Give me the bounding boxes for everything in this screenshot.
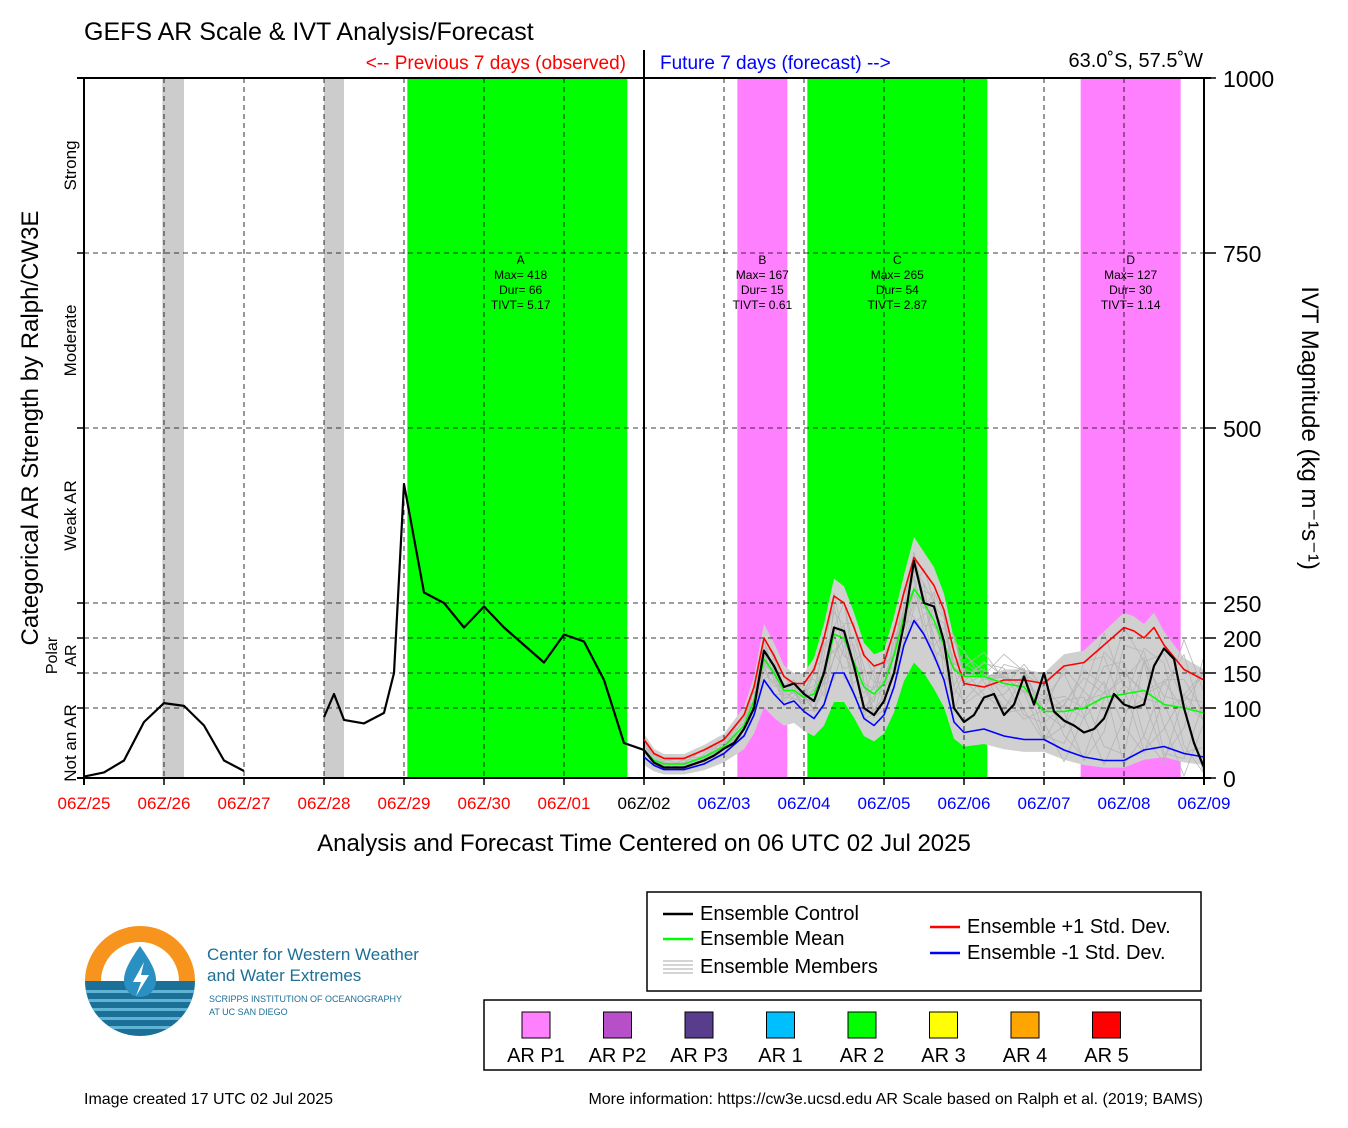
y-tick-label: 100 bbox=[1223, 696, 1261, 722]
category-swatch-5 bbox=[929, 1011, 958, 1039]
category-label-1: AR P2 bbox=[589, 1045, 647, 1067]
ensemble-member-6 bbox=[643, 578, 1204, 778]
logo-line-3: SCRIPPS INSTITUTION OF OCEANOGRAPHY bbox=[209, 994, 402, 1004]
event-a-line-0: A bbox=[517, 253, 525, 267]
category-label: Strong bbox=[61, 140, 80, 190]
x-tick-label: 06Z/05 bbox=[858, 794, 911, 813]
event-d-line-0: D bbox=[1126, 253, 1135, 267]
y-tick-label: 250 bbox=[1223, 591, 1261, 617]
event-c-line-3: TIVT= 2.87 bbox=[867, 298, 927, 312]
event-a-line-3: TIVT= 5.17 bbox=[491, 298, 551, 312]
legend-minus-std-label: Ensemble -1 Std. Dev. bbox=[967, 942, 1166, 964]
event-d-line-3: TIVT= 1.14 bbox=[1101, 298, 1161, 312]
category-label-7: AR 5 bbox=[1084, 1045, 1128, 1067]
category-label: Moderate bbox=[61, 305, 80, 377]
x-tick-label: 06Z/26 bbox=[138, 794, 191, 813]
category-legend: AR P1 AR P2 AR P3 AR 1 AR 2 AR 3 AR 4 AR 5 bbox=[483, 999, 1202, 1071]
future-period-label: Future 7 days (forecast) --> bbox=[660, 53, 891, 74]
category-label: Weak AR bbox=[61, 480, 80, 551]
y-tick-label: 500 bbox=[1223, 416, 1261, 442]
legend-members-label: Ensemble Members bbox=[700, 956, 878, 978]
x-tick-label: 06Z/06 bbox=[938, 794, 991, 813]
category-swatch-0 bbox=[521, 1011, 551, 1039]
series-ensemble-control-1 bbox=[322, 482, 1204, 769]
y-tick-label: 150 bbox=[1223, 661, 1261, 687]
x-tick-label: 06Z/02 bbox=[618, 794, 671, 813]
x-tick-label: 06Z/27 bbox=[218, 794, 271, 813]
x-tick-label: 06Z/03 bbox=[698, 794, 751, 813]
x-tick-label: 06Z/30 bbox=[458, 794, 511, 813]
x-tick-label: 06Z/29 bbox=[378, 794, 431, 813]
event-a-line-2: Dur= 66 bbox=[499, 283, 542, 297]
left-axis-title: Categorical AR Strength by Ralph/CW3E bbox=[17, 211, 44, 646]
cw3e-logo bbox=[84, 926, 196, 1037]
logo-line-1: Center for Western Weather bbox=[207, 945, 419, 964]
x-tick-label: 06Z/07 bbox=[1018, 794, 1071, 813]
footer-created: Image created 17 UTC 02 Jul 2025 bbox=[84, 1091, 333, 1108]
event-d-line-2: Dur= 30 bbox=[1109, 283, 1152, 297]
category-label-2: AR P3 bbox=[670, 1045, 728, 1067]
ensemble-spread bbox=[644, 537, 1204, 775]
category-swatch-3 bbox=[766, 1011, 795, 1039]
category-label-3: AR 1 bbox=[758, 1045, 802, 1067]
series-ensemble-1-std-dev--0 bbox=[643, 556, 1204, 760]
event-b-line-3: TIVT= 0.61 bbox=[732, 298, 792, 312]
y-tick-label: 750 bbox=[1223, 241, 1261, 267]
event-c-line-1: Max= 265 bbox=[871, 268, 924, 282]
logo-line-4: AT UC SAN DIEGO bbox=[209, 1007, 288, 1017]
legend-mean-label: Ensemble Mean bbox=[700, 928, 845, 950]
event-b-line-1: Max= 167 bbox=[736, 268, 789, 282]
series-ensemble-control-0 bbox=[84, 701, 245, 778]
legend-plus-std-label: Ensemble +1 Std. Dev. bbox=[967, 916, 1171, 938]
event-c-line-0: C bbox=[893, 253, 902, 267]
event-a-line-1: Max= 418 bbox=[494, 268, 547, 282]
legend-members-swatch bbox=[663, 960, 693, 974]
series-ensemble-mean-0 bbox=[643, 588, 1204, 765]
x-axis-title: Analysis and Forecast Time Centered on 0… bbox=[317, 830, 971, 857]
category-swatch-6 bbox=[1010, 1011, 1040, 1039]
category-swatch-4 bbox=[847, 1011, 877, 1039]
x-tick-label: 06Z/09 bbox=[1178, 794, 1231, 813]
event-c-line-2: Dur= 54 bbox=[876, 283, 919, 297]
category-label-4: AR 2 bbox=[840, 1045, 884, 1067]
category-swatch-2 bbox=[684, 1011, 714, 1039]
y-tick-label: 200 bbox=[1223, 626, 1261, 652]
location-label: 63.0˚S, 57.5˚W bbox=[1068, 50, 1203, 72]
past-period-label: <-- Previous 7 days (observed) bbox=[366, 53, 626, 74]
y-tick-label: 1000 bbox=[1223, 66, 1274, 92]
x-tick-label: 06Z/25 bbox=[58, 794, 111, 813]
x-tick-label: 06Z/28 bbox=[298, 794, 351, 813]
y-tick-label: 0 bbox=[1223, 766, 1236, 792]
logo-line-2: and Water Extremes bbox=[207, 966, 361, 985]
event-b-line-0: B bbox=[758, 253, 766, 267]
category-swatch-7 bbox=[1092, 1011, 1121, 1039]
series-ensemble-1-std-dev--0 bbox=[643, 619, 1204, 771]
event-b-line-2: Dur= 15 bbox=[741, 283, 784, 297]
category-label-6: AR 4 bbox=[1003, 1045, 1047, 1067]
footer-info: More information: https://cw3e.ucsd.edu … bbox=[588, 1091, 1203, 1108]
category-label: Not an AR bbox=[61, 704, 80, 782]
event-d-line-1: Max= 127 bbox=[1104, 268, 1157, 282]
category-swatch-1 bbox=[603, 1011, 632, 1039]
category-label-0: AR P1 bbox=[507, 1045, 565, 1067]
x-tick-label: 06Z/04 bbox=[778, 794, 831, 813]
category-label: AR bbox=[63, 644, 80, 666]
category-label-5: AR 3 bbox=[921, 1045, 965, 1067]
x-tick-label: 06Z/01 bbox=[538, 794, 591, 813]
legend-control-label: Ensemble Control bbox=[700, 903, 859, 925]
x-tick-label: 06Z/08 bbox=[1098, 794, 1151, 813]
chart-title: GEFS AR Scale & IVT Analysis/Forecast bbox=[84, 18, 534, 46]
category-label: Polar bbox=[44, 636, 61, 674]
right-axis-title: IVT Magnitude (kg m⁻¹s⁻¹) bbox=[1296, 286, 1323, 570]
line-legend: Ensemble Control Ensemble Mean Ensemble … bbox=[646, 891, 1202, 992]
